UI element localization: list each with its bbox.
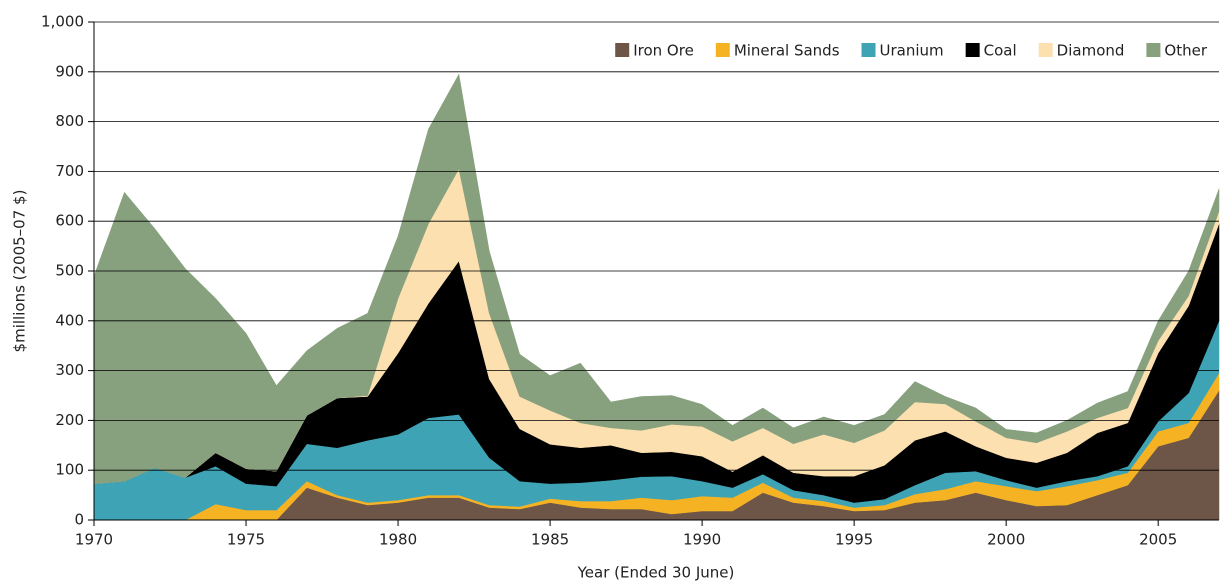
legend-label: Mineral Sands bbox=[734, 42, 840, 60]
legend-label: Diamond bbox=[1057, 42, 1125, 60]
x-tick-label: 1985 bbox=[531, 531, 569, 549]
y-tick-label: 500 bbox=[55, 262, 84, 280]
legend-label: Other bbox=[1164, 42, 1207, 60]
x-tick-label: 1970 bbox=[75, 531, 113, 549]
legend-item: Coal bbox=[965, 42, 1017, 60]
y-tick-label: 0 bbox=[74, 511, 84, 529]
legend-swatch bbox=[965, 43, 980, 57]
legend-label: Coal bbox=[984, 42, 1017, 60]
legend-item: Mineral Sands bbox=[715, 42, 840, 60]
legend-swatch bbox=[861, 43, 876, 57]
legend-swatch bbox=[1038, 43, 1053, 57]
x-tick-label: 2000 bbox=[987, 531, 1025, 549]
legend-item: Other bbox=[1146, 42, 1208, 60]
y-tick-label: 600 bbox=[55, 212, 84, 230]
legend-swatch bbox=[715, 43, 730, 57]
y-tick-label: 1,000 bbox=[41, 13, 84, 31]
x-tick-label: 1980 bbox=[379, 531, 417, 549]
areas bbox=[93, 73, 1220, 521]
x-tick-label: 1975 bbox=[227, 531, 265, 549]
y-tick-label: 300 bbox=[55, 361, 84, 379]
area bbox=[93, 73, 1220, 484]
x-tick-label: 1995 bbox=[835, 531, 873, 549]
y-tick-label: 900 bbox=[55, 62, 84, 80]
y-tick-label: 800 bbox=[55, 112, 84, 130]
y-tick-label: 200 bbox=[55, 411, 84, 429]
legend-swatch bbox=[1146, 43, 1161, 57]
legend-item: Iron Ore bbox=[615, 42, 694, 60]
y-axis-label: $millions (2005–07 $) bbox=[11, 190, 29, 353]
legend-swatch bbox=[615, 43, 630, 57]
y-tick-label: 700 bbox=[55, 162, 84, 180]
legend-label: Iron Ore bbox=[633, 42, 694, 60]
legend-item: Diamond bbox=[1038, 42, 1125, 60]
legend-item: Uranium bbox=[861, 42, 944, 60]
x-axis-label: Year (Ended 30 June) bbox=[577, 564, 735, 581]
x-tick-label: 1990 bbox=[683, 531, 721, 549]
y-tick-label: 400 bbox=[55, 311, 84, 329]
y-tick-label: 100 bbox=[55, 461, 84, 479]
legend-label: Uranium bbox=[880, 42, 944, 60]
x-tick-label: 2005 bbox=[1139, 531, 1177, 549]
